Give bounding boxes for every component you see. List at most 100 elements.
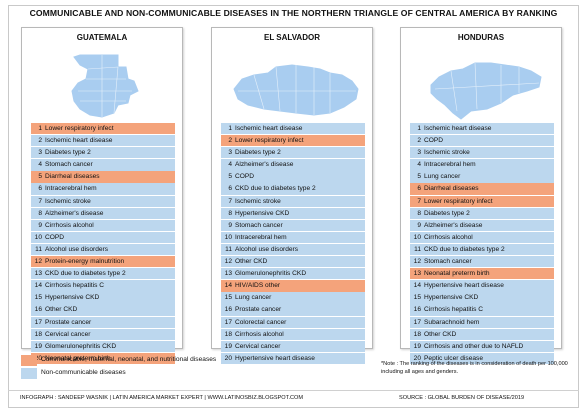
disease-name: Cirrhosis alcohol (235, 330, 284, 338)
disease-rank-item: 20 Hypertensive heart disease (221, 352, 365, 365)
rank-number: 13 (34, 270, 42, 278)
disease-rank-item: 17 Colorectal cancer (221, 316, 365, 328)
disease-name: Colorectal cancer (235, 318, 287, 326)
disease-rank-item: 14 Cirrhosis hepatitis C (31, 280, 175, 292)
disease-rank-item: 19 Cirrhosis and other due to NAFLD (410, 340, 554, 352)
disease-name: Other CKD (45, 306, 78, 314)
disease-rank-item: 2 Ischemic heart disease (31, 135, 175, 147)
rank-number: 3 (228, 149, 232, 157)
disease-rank-item: 6 Intracerebral hem (31, 183, 175, 195)
rank-number: 18 (413, 330, 421, 338)
disease-rank-item: 3 Ischemic stroke (410, 147, 554, 159)
disease-name: Ischemic stroke (45, 197, 91, 205)
legend-swatch-non-communicable (21, 368, 37, 379)
rank-number: 2 (417, 137, 421, 145)
disease-rank-item: 5 Diarrheal diseases (31, 171, 175, 183)
disease-name: Cirrhosis alcohol (424, 233, 473, 241)
rank-number: 13 (224, 270, 232, 278)
legend-label: Communicable, maternal, neonatal, and nu… (41, 356, 217, 363)
disease-name: Neonatal preterm birth (424, 270, 490, 278)
disease-name: COPD (235, 173, 255, 181)
disease-rank-item: 9 Stomach cancer (221, 219, 365, 232)
disease-rank-item: 14 HIV/AIDS other (221, 280, 365, 292)
rank-number: 5 (228, 173, 232, 181)
disease-ranking-list: 1 Ischemic heart disease 2 COPD 3 Ischemic st… (410, 123, 554, 365)
rank-number: 9 (417, 221, 421, 229)
disease-name: Diabetes type 2 (235, 149, 281, 157)
disease-name: CKD due to diabetes type 2 (424, 245, 505, 253)
disease-rank-item: 3 Diabetes type 2 (31, 147, 175, 159)
disease-name: Alcohol use disorders (45, 245, 109, 253)
rank-number: 9 (228, 221, 232, 229)
disease-name: Cervical cancer (45, 330, 91, 338)
disease-name: Glomerulonephritis CKD (235, 270, 307, 278)
rank-number: 12 (224, 258, 232, 266)
country-name: HONDURAS (457, 33, 505, 42)
disease-name: CKD due to diabetes type 2 (45, 270, 126, 278)
rank-number: 10 (413, 233, 421, 241)
disease-name: Hypertensive heart disease (235, 354, 315, 362)
disease-name: Intracerebral hem (235, 233, 287, 241)
disease-name: COPD (424, 137, 444, 145)
rank-number: 19 (413, 342, 421, 350)
honduras-map-icon (430, 62, 542, 120)
disease-name: Ischemic stroke (235, 197, 281, 205)
disease-rank-item: 1 Lower respiratory infect (31, 123, 175, 135)
disease-rank-item: 12 Protein-energy malnutrition (31, 256, 175, 268)
disease-rank-item: 19 Glomerulonephritis CKD (31, 340, 175, 352)
disease-rank-item: 2 Lower respiratory infect (221, 135, 365, 147)
rank-number: 1 (228, 125, 232, 132)
disease-name: Stomach cancer (45, 161, 93, 169)
disease-rank-item: 10 Intracerebral hem (221, 231, 365, 244)
rank-number: 7 (228, 197, 232, 205)
rank-number: 15 (34, 294, 42, 302)
rank-number: 8 (228, 209, 232, 217)
disease-rank-item: 14 Hypertensive heart disease (410, 280, 554, 292)
legend-label: Non-communicable diseases (41, 369, 126, 376)
disease-name: Stomach cancer (424, 258, 472, 266)
rank-number: 10 (34, 233, 42, 241)
disease-name: Ischemic stroke (424, 149, 470, 157)
rank-number: 11 (225, 245, 232, 253)
disease-name: Alzheimer's disease (45, 209, 104, 217)
ranking-note: *Note : The ranking of the diseases is i… (381, 361, 568, 375)
rank-number: 11 (35, 245, 42, 253)
country-panel-guatemala: GUATEMALA 1 Lower respiratory infect 2 Isch… (21, 27, 183, 365)
disease-rank-item: 7 Ischemic stroke (221, 195, 365, 207)
disease-name: Hypertensive CKD (45, 294, 100, 302)
rank-number: 2 (38, 137, 42, 145)
rank-number: 18 (224, 330, 232, 338)
disease-rank-item: 8 Hypertensive CKD (221, 207, 365, 219)
disease-rank-item: 4 Alzheimer's disease (221, 159, 365, 171)
disease-name: Alcohol use disorders (235, 245, 299, 253)
disease-rank-item: 6 CKD due to diabetes type 2 (221, 183, 365, 195)
rank-number: 16 (34, 306, 42, 314)
rank-number: 6 (228, 185, 232, 193)
disease-rank-item: 16 Prostate cancer (221, 304, 365, 316)
disease-name: HIV/AIDS other (235, 282, 281, 290)
disease-rank-item: 2 COPD (410, 135, 554, 147)
data-source: SOURCE : GLOBAL BURDEN OF DISEASE/2019 (399, 395, 525, 401)
rank-number: 19 (34, 342, 42, 350)
disease-name: Prostate cancer (235, 306, 282, 314)
disease-name: Prostate cancer (45, 318, 92, 326)
disease-rank-item: 6 Diarrheal diseases (410, 183, 554, 195)
disease-rank-item: 17 Subarachnoid hem (410, 316, 554, 328)
disease-rank-item: 3 Diabetes type 2 (221, 147, 365, 159)
rank-number: 10 (224, 233, 232, 241)
disease-name: Glomerulonephritis CKD (45, 342, 117, 350)
rank-number: 5 (38, 173, 42, 181)
disease-name: Cirrhosis hepatitis C (424, 306, 483, 314)
disease-name: Lower respiratory infect (235, 137, 304, 145)
disease-name: Stomach cancer (235, 221, 283, 229)
country-name: EL SALVADOR (263, 33, 320, 42)
disease-name: Diarrheal diseases (424, 185, 479, 193)
rank-number: 12 (34, 258, 42, 266)
rank-number: 4 (417, 161, 421, 169)
disease-name: Ischemic heart disease (45, 137, 113, 145)
disease-name: Other CKD (424, 330, 457, 338)
disease-rank-item: 18 Cirrhosis alcohol (221, 328, 365, 340)
disease-rank-item: 11 Alcohol use disorders (221, 243, 365, 256)
disease-name: Peptic ulcer disease (424, 354, 484, 362)
rank-number: 20 (413, 354, 421, 362)
